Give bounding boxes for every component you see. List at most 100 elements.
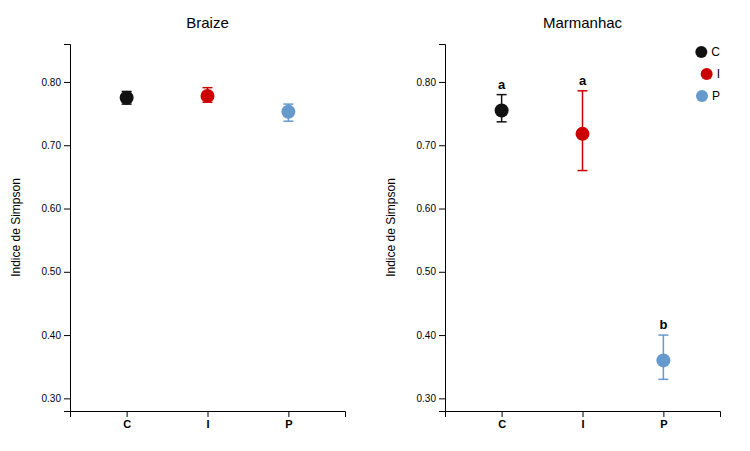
- error-bar-cap-upper: [283, 103, 293, 105]
- chart-title: Braize: [186, 14, 229, 31]
- x-tick-mark: [663, 411, 664, 417]
- point: [576, 127, 590, 141]
- y-tick-mark: [439, 145, 445, 146]
- x-tick: C: [498, 411, 506, 430]
- x-tick: I: [206, 411, 209, 430]
- x-tick-mark: [288, 411, 289, 417]
- y-axis: 0.30 0.40 0.50 0.60 0.70 0.80: [42, 45, 71, 412]
- y-tick-mark: [439, 398, 445, 399]
- panel: 0.300.400.500.600.700.80CIPaabMarmanhacI…: [384, 14, 721, 430]
- error-bar-cap-upper: [578, 90, 588, 92]
- annotation: a: [498, 77, 506, 92]
- x-tick: P: [285, 411, 292, 430]
- y-tick: 0.70: [417, 140, 445, 151]
- x-axis: CIP: [71, 411, 346, 430]
- x-tick-label: C: [123, 418, 131, 430]
- y-tick: 0.70: [42, 140, 70, 151]
- legend-marker: [696, 90, 708, 102]
- y-tick: 0.80: [417, 77, 445, 88]
- y-tick-mark: [64, 335, 70, 336]
- y-tick-label: 0.80: [417, 77, 437, 88]
- chart-title: Marmanhac: [543, 14, 623, 31]
- marks: [495, 91, 671, 380]
- y-tick-label: 0.80: [42, 77, 62, 88]
- y-tick: 0.50: [417, 266, 445, 277]
- x-axis: CIP: [446, 411, 721, 430]
- error-bar-cap-lower: [578, 170, 588, 172]
- y-axis-title: Indice de Simpson: [384, 178, 398, 277]
- y-axis-title: Indice de Simpson: [9, 178, 23, 277]
- y-tick-mark: [64, 209, 70, 210]
- legend-label: C: [711, 45, 720, 59]
- y-tick-mark: [64, 82, 70, 83]
- legend-item: C: [695, 45, 720, 59]
- x-tick-mark: [208, 411, 209, 417]
- x-axis-line: [446, 412, 721, 418]
- y-tick-mark: [64, 272, 70, 273]
- y-tick: 0.80: [42, 77, 70, 88]
- x-tick-label: P: [285, 418, 292, 430]
- y-tick-mark: [439, 272, 445, 273]
- point: [201, 89, 215, 103]
- y-tick: 0.60: [42, 203, 70, 214]
- y-tick: 0.60: [417, 203, 445, 214]
- y-tick-label: 0.40: [417, 330, 437, 341]
- x-tick-mark: [583, 411, 584, 417]
- y-tick-label: 0.50: [417, 266, 437, 277]
- y-tick-mark: [64, 398, 70, 399]
- error-bar-cap-lower: [658, 379, 668, 381]
- point: [495, 103, 509, 117]
- y-tick-mark: [439, 209, 445, 210]
- y-tick: 0.40: [42, 330, 70, 341]
- y-tick: 0.40: [417, 330, 445, 341]
- x-tick: C: [123, 411, 131, 430]
- y-axis-line: [439, 45, 446, 412]
- point: [656, 353, 670, 367]
- legend-marker: [695, 46, 707, 58]
- y-tick-label: 0.40: [42, 330, 62, 341]
- x-tick-label: I: [581, 418, 584, 430]
- y-tick-mark: [439, 82, 445, 83]
- y-tick-mark: [64, 145, 70, 146]
- legend-item: P: [696, 89, 720, 103]
- point: [120, 91, 134, 105]
- y-tick-label: 0.70: [42, 140, 62, 151]
- y-tick-label: 0.30: [42, 393, 62, 404]
- legend: CIP: [695, 45, 720, 103]
- chart-canvas: 0.300.400.500.600.700.80CIPBraizeIndice …: [0, 0, 750, 451]
- error-bar-cap-lower: [497, 121, 507, 123]
- marks: [120, 88, 296, 122]
- legend-item: I: [701, 67, 720, 81]
- y-tick: 0.30: [417, 393, 445, 404]
- error-bar-cap-upper: [203, 87, 213, 89]
- y-tick: 0.50: [42, 266, 70, 277]
- annotation: a: [579, 73, 587, 88]
- y-tick-label: 0.70: [417, 140, 437, 151]
- error-bar-cap-upper: [497, 94, 507, 96]
- legend-marker: [701, 68, 713, 80]
- y-axis: 0.30 0.40 0.50 0.60 0.70 0.80: [417, 45, 446, 412]
- x-tick-mark: [127, 411, 128, 417]
- y-axis-line: [64, 45, 71, 412]
- x-axis-line: [71, 412, 346, 418]
- x-tick-mark: [502, 411, 503, 417]
- point: [281, 105, 295, 119]
- y-tick-label: 0.50: [42, 266, 62, 277]
- y-tick-label: 0.60: [42, 203, 62, 214]
- x-tick: P: [660, 411, 667, 430]
- x-tick-label: C: [498, 418, 506, 430]
- legend-label: P: [712, 89, 720, 103]
- y-tick: 0.30: [42, 393, 70, 404]
- x-tick: I: [581, 411, 584, 430]
- legend-label: I: [717, 67, 720, 81]
- panel: 0.30 0.40 0.50 0.60 0.70 0.80 C I P Braize Indice …: [9, 14, 346, 430]
- error-bar-cap-lower: [283, 120, 293, 122]
- x-tick-label: I: [206, 418, 209, 430]
- y-tick-label: 0.30: [417, 393, 437, 404]
- x-tick-label: P: [660, 418, 667, 430]
- annotation: b: [659, 317, 667, 332]
- error-bar-cap-upper: [658, 334, 668, 336]
- y-tick-label: 0.60: [417, 203, 437, 214]
- annotations: a a b: [498, 73, 667, 332]
- y-tick-mark: [439, 335, 445, 336]
